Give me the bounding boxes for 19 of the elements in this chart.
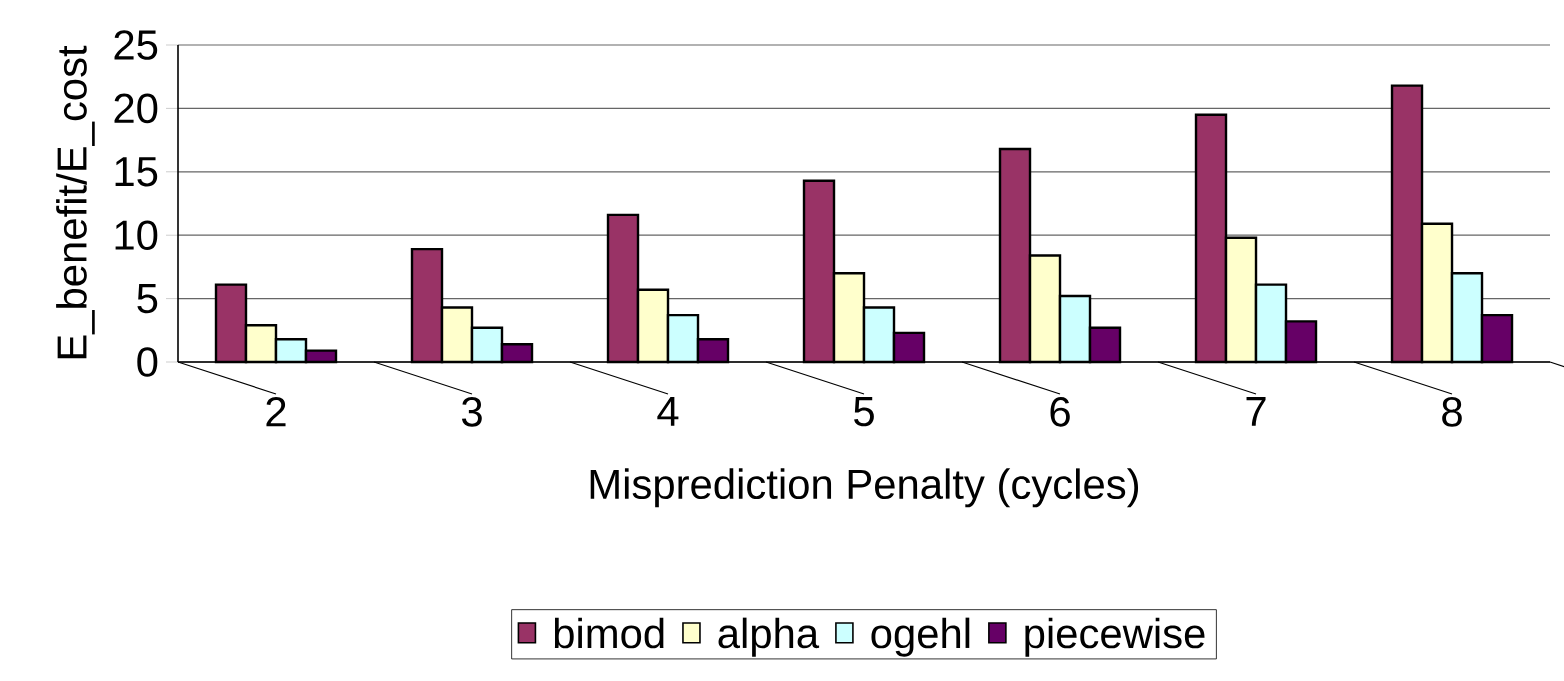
y-tick-label: 0 (137, 347, 158, 377)
legend-label: bimod (554, 617, 664, 649)
x-tick-label: 4 (657, 397, 679, 426)
y-tick-label: 5 (137, 284, 158, 314)
x-tick-label: 6 (1050, 397, 1070, 427)
x-tick-label: 2 (266, 397, 286, 427)
x-tick-label: 3 (461, 397, 482, 427)
y-tick-label: 15 (115, 157, 158, 187)
legend-label: ogehl (871, 617, 970, 657)
legend-label: piecewise (1025, 617, 1205, 657)
x-tick-label: 8 (1442, 397, 1462, 427)
x-tick-label: 7 (1246, 397, 1266, 426)
x-tick-label: 5 (854, 397, 874, 427)
y-tick-label: 20 (114, 93, 158, 124)
x-axis-title: Misprediction Penalty (cycles) (590, 468, 1139, 508)
y-tick-label: 10 (115, 220, 158, 251)
y-tick-label: 25 (114, 30, 158, 60)
y-axis-title: E_benefit/E_cost (56, 45, 95, 359)
legend-label: alpha (718, 617, 820, 657)
